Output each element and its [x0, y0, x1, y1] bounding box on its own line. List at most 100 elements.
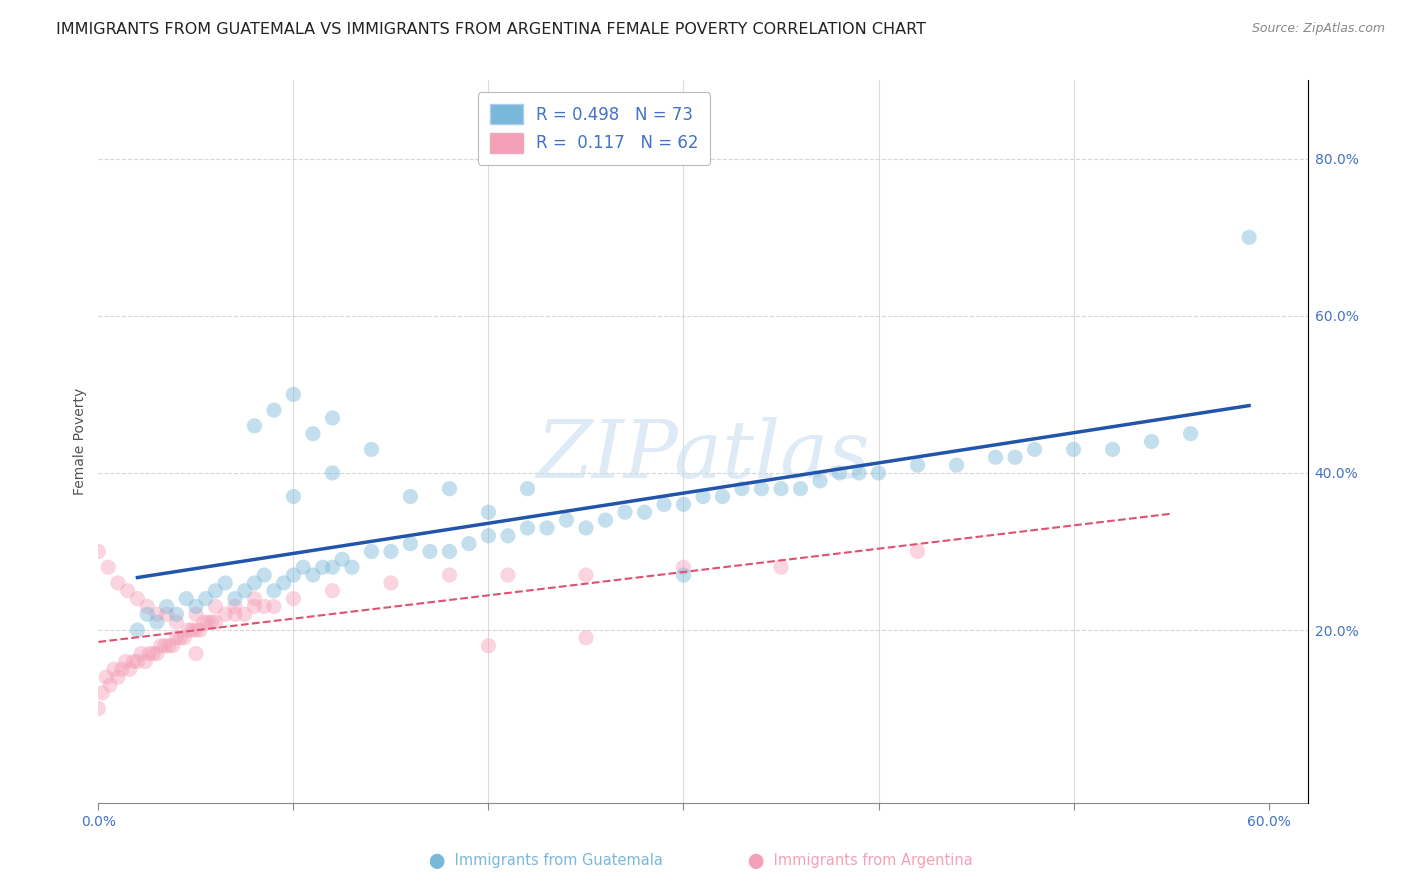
Point [194, 591, 217, 606]
Point [633, 505, 655, 519]
Point [127, 623, 149, 637]
Point [224, 591, 246, 606]
Point [360, 442, 382, 457]
Point [146, 647, 169, 661]
Point [204, 615, 226, 630]
Point [496, 568, 519, 582]
Point [789, 482, 811, 496]
Point [828, 466, 851, 480]
Point [263, 583, 285, 598]
Point [477, 505, 499, 519]
Point [1024, 442, 1046, 457]
Point [302, 568, 325, 582]
Point [330, 552, 353, 566]
Point [283, 568, 305, 582]
Point [263, 403, 285, 417]
Point [302, 426, 325, 441]
Point [380, 544, 402, 558]
Point [945, 458, 967, 472]
Point [243, 599, 266, 614]
Point [127, 655, 149, 669]
Point [575, 521, 598, 535]
Point [477, 529, 499, 543]
Point [321, 583, 343, 598]
Point [177, 623, 200, 637]
Point [91, 686, 114, 700]
Point [188, 623, 211, 637]
Point [769, 560, 792, 574]
Point [153, 639, 176, 653]
Text: IMMIGRANTS FROM GUATEMALA VS IMMIGRANTS FROM ARGENTINA FEMALE POVERTY CORRELATIO: IMMIGRANTS FROM GUATEMALA VS IMMIGRANTS … [56, 22, 927, 37]
Point [711, 490, 734, 504]
Point [214, 575, 236, 590]
Text: ZIPatlas: ZIPatlas [536, 417, 870, 495]
Point [458, 536, 481, 550]
Point [321, 466, 343, 480]
Point [672, 497, 695, 511]
Point [204, 583, 226, 598]
Point [157, 639, 180, 653]
Point [399, 536, 422, 550]
Point [1004, 450, 1026, 465]
Point [672, 568, 695, 582]
Point [652, 497, 675, 511]
Point [555, 513, 578, 527]
Point [136, 607, 159, 622]
Legend: R = 0.498   N = 73, R =  0.117   N = 62: R = 0.498 N = 73, R = 0.117 N = 62 [478, 92, 710, 164]
Point [107, 575, 129, 590]
Point [253, 568, 276, 582]
Point [731, 482, 754, 496]
Point [200, 615, 222, 630]
Point [496, 529, 519, 543]
Point [224, 599, 246, 614]
Point [283, 591, 305, 606]
Point [243, 591, 266, 606]
Point [146, 615, 169, 630]
Y-axis label: Female Poverty: Female Poverty [73, 388, 87, 495]
Point [283, 490, 305, 504]
Point [321, 411, 343, 425]
Point [360, 544, 382, 558]
Point [98, 678, 121, 692]
Point [419, 544, 441, 558]
Point [439, 482, 461, 496]
Point [340, 560, 363, 574]
Point [283, 387, 305, 401]
Point [165, 607, 187, 622]
Point [1237, 230, 1260, 244]
Point [87, 701, 110, 715]
Point [769, 482, 792, 496]
Point [193, 615, 215, 630]
Point [131, 647, 153, 661]
Point [134, 655, 156, 669]
Point [243, 575, 266, 590]
Point [575, 568, 598, 582]
Point [114, 655, 136, 669]
Point [614, 505, 637, 519]
Point [399, 490, 422, 504]
Point [184, 623, 207, 637]
Point [204, 599, 226, 614]
Text: ⬤  Immigrants from Argentina: ⬤ Immigrants from Argentina [748, 854, 973, 870]
Point [273, 575, 295, 590]
Point [808, 474, 831, 488]
Point [156, 599, 179, 614]
Point [174, 591, 197, 606]
Point [984, 450, 1007, 465]
Point [751, 482, 773, 496]
Point [103, 662, 125, 676]
Point [146, 607, 169, 622]
Point [107, 670, 129, 684]
Point [118, 662, 141, 676]
Point [197, 615, 219, 630]
Point [380, 575, 402, 590]
Point [165, 631, 187, 645]
Point [162, 639, 184, 653]
Point [692, 490, 714, 504]
Point [1101, 442, 1123, 457]
Point [907, 458, 929, 472]
Point [516, 482, 538, 496]
Text: ⬤  Immigrants from Guatemala: ⬤ Immigrants from Guatemala [429, 854, 662, 870]
Point [439, 544, 461, 558]
Point [156, 607, 179, 622]
